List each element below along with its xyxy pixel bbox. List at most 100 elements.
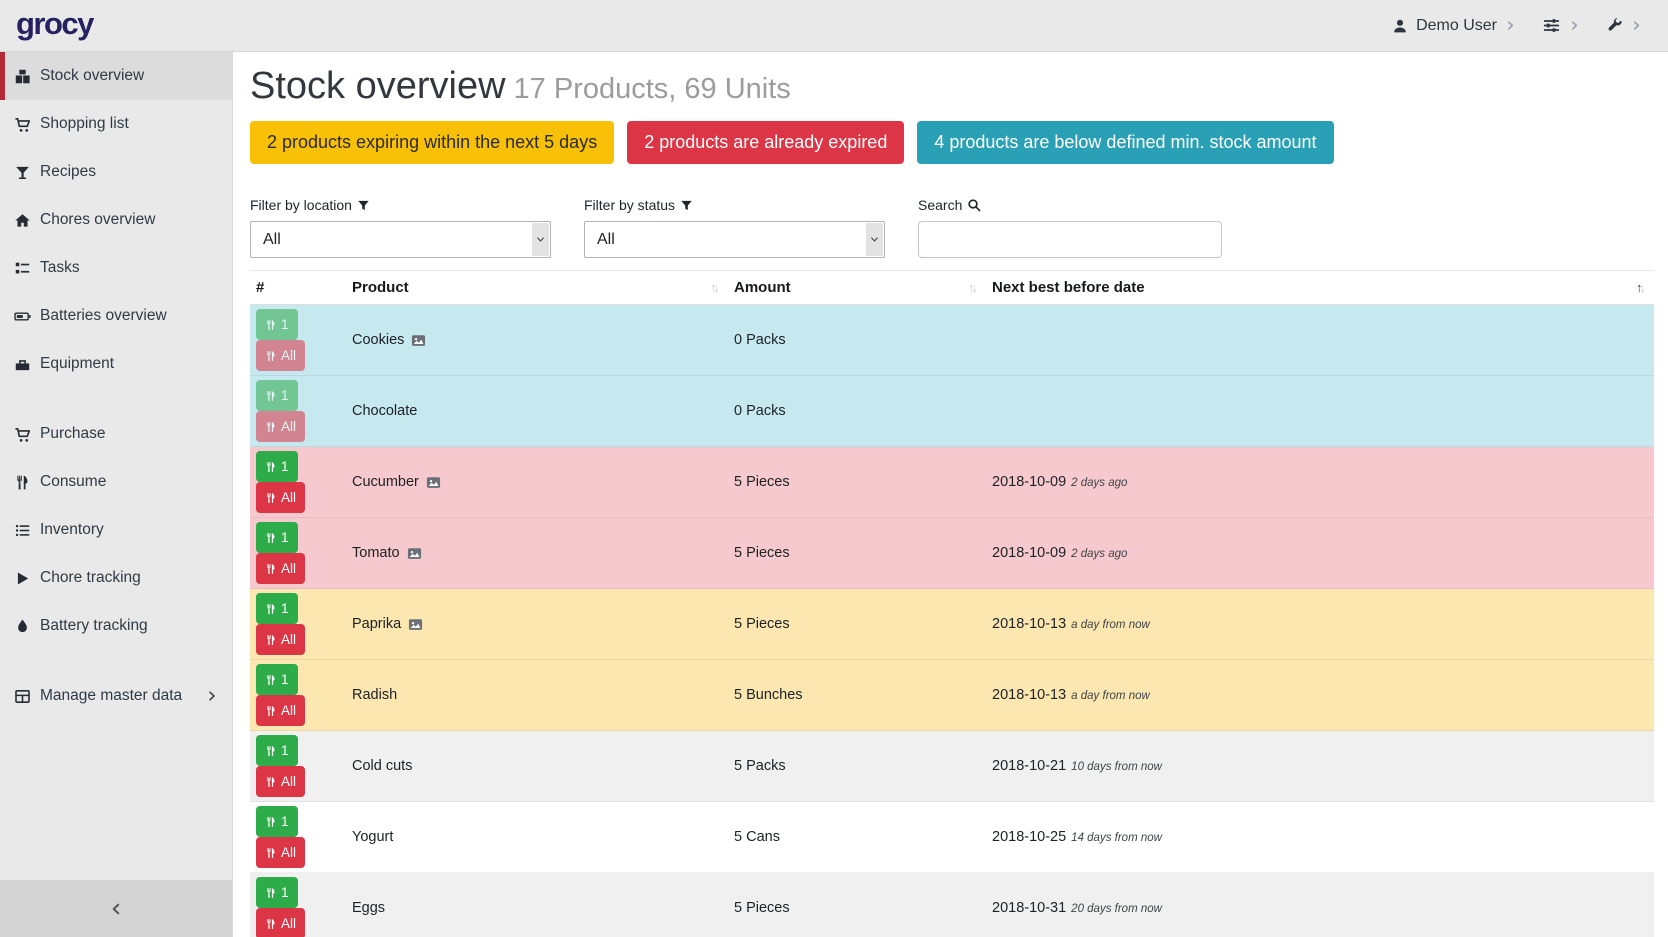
consume-button-label: All xyxy=(281,845,296,860)
sort-icon[interactable]: ↑↓ xyxy=(710,280,720,295)
home-icon xyxy=(14,212,31,229)
consume-all-button[interactable]: All xyxy=(256,340,305,371)
best-before-cell: 2018-10-2110 days from now xyxy=(986,731,1654,802)
table-row-cucumber: 1AllCucumber5 Pieces2018-10-092 days ago xyxy=(250,447,1654,518)
product-name[interactable]: Cold cuts xyxy=(352,758,412,774)
consume-one-button[interactable]: 1 xyxy=(256,380,298,411)
sidebar-item-consume[interactable]: Consume xyxy=(0,458,232,506)
sidebar-item-equipment[interactable]: Equipment xyxy=(0,340,232,388)
product-cell: Yogurt xyxy=(346,802,728,873)
consume-one-button[interactable]: 1 xyxy=(256,593,298,624)
column-header-next-best-before-date[interactable]: Next best before date↑↓ xyxy=(986,271,1654,305)
sidebar-item-label: Equipment xyxy=(40,355,218,373)
sidebar-nav: Stock overviewShopping listRecipesChores… xyxy=(0,52,232,720)
sidebar-item-chores-overview[interactable]: Chores overview xyxy=(0,196,232,244)
sidebar-item-recipes[interactable]: Recipes xyxy=(0,148,232,196)
status-filter-select[interactable]: All xyxy=(584,221,885,258)
sidebar-item-label: Tasks xyxy=(40,259,218,277)
status-filter-group: Filter by status All xyxy=(584,197,885,258)
sidebar-item-stock-overview[interactable]: Stock overview xyxy=(0,52,232,100)
sidebar-item-chore-tracking[interactable]: Chore tracking xyxy=(0,554,232,602)
consume-one-button[interactable]: 1 xyxy=(256,451,298,482)
location-filter-group: Filter by location All xyxy=(250,197,551,258)
product-image-icon[interactable] xyxy=(411,333,426,348)
user-menu[interactable]: Demo User xyxy=(1392,17,1516,35)
consume-one-button[interactable]: 1 xyxy=(256,735,298,766)
consume-one-button[interactable]: 1 xyxy=(256,664,298,695)
main-content: Stock overview17 Products, 69 Units 2 pr… xyxy=(233,52,1668,937)
consume-button-label: All xyxy=(281,703,296,718)
location-filter-value: All xyxy=(263,231,281,249)
amount-cell: 5 Packs xyxy=(728,731,986,802)
product-name[interactable]: Cucumber xyxy=(352,474,419,490)
consume-one-button[interactable]: 1 xyxy=(256,877,298,908)
consume-all-button[interactable]: All xyxy=(256,695,305,726)
utensils-icon xyxy=(265,461,277,473)
utensils-icon xyxy=(265,532,277,544)
sidebar-item-purchase[interactable]: Purchase xyxy=(0,410,232,458)
best-before-date: 2018-10-09 xyxy=(992,474,1066,490)
product-name-wrap: Yogurt xyxy=(352,829,720,845)
belowmin-alert-button[interactable]: 4 products are below defined min. stock … xyxy=(917,121,1333,164)
expired-alert-button[interactable]: 2 products are already expired xyxy=(627,121,904,164)
product-name[interactable]: Eggs xyxy=(352,900,385,916)
best-before-cell: 2018-10-13a day from now xyxy=(986,589,1654,660)
product-name[interactable]: Cookies xyxy=(352,332,404,348)
best-before-date: 2018-10-09 xyxy=(992,545,1066,561)
product-cell: Tomato xyxy=(346,518,728,589)
location-filter-select[interactable]: All xyxy=(250,221,551,258)
utensils-icon xyxy=(265,887,277,899)
sidebar-item-batteries-overview[interactable]: Batteries overview xyxy=(0,292,232,340)
product-name[interactable]: Tomato xyxy=(352,545,400,561)
column-header-label: Product xyxy=(352,279,409,296)
table-header-row: #Product↑↓Amount↑↓Next best before date↑… xyxy=(250,271,1654,305)
stock-table: #Product↑↓Amount↑↓Next best before date↑… xyxy=(250,270,1654,937)
sidebar-item-manage-master-data[interactable]: Manage master data xyxy=(0,672,232,720)
consume-one-button[interactable]: 1 xyxy=(256,522,298,553)
consume-all-button[interactable]: All xyxy=(256,624,305,655)
sort-icon[interactable]: ↑↓ xyxy=(968,280,978,295)
column-header-product[interactable]: Product ↑↓ xyxy=(346,271,728,305)
consume-one-button[interactable]: 1 xyxy=(256,806,298,837)
product-name[interactable]: Chocolate xyxy=(352,403,417,419)
consume-all-button[interactable]: All xyxy=(256,908,305,937)
tasks-icon xyxy=(14,260,31,277)
chevron-right-icon xyxy=(1505,20,1516,31)
product-name[interactable]: Radish xyxy=(352,687,397,703)
product-image-icon[interactable] xyxy=(408,617,423,632)
product-name-wrap: Cold cuts xyxy=(352,758,720,774)
settings-menu[interactable] xyxy=(1542,16,1580,35)
search-input[interactable] xyxy=(918,221,1222,258)
sidebar-collapse-button[interactable] xyxy=(0,880,232,937)
consume-all-button[interactable]: All xyxy=(256,482,305,513)
consume-one-button[interactable]: 1 xyxy=(256,309,298,340)
product-image-icon[interactable] xyxy=(426,475,441,490)
column-header-inner: Next best before date↑↓ xyxy=(992,279,1646,296)
product-name[interactable]: Paprika xyxy=(352,616,401,632)
sidebar-item-shopping-list[interactable]: Shopping list xyxy=(0,100,232,148)
sort-icon[interactable]: ↑↓ xyxy=(1636,280,1646,295)
column-header-inner: Amount↑↓ xyxy=(734,279,978,296)
consume-all-button[interactable]: All xyxy=(256,766,305,797)
sidebar-item-inventory[interactable]: Inventory xyxy=(0,506,232,554)
column-header-amount[interactable]: Amount↑↓ xyxy=(728,271,986,305)
product-cell: Eggs xyxy=(346,873,728,937)
sidebar-item-tasks[interactable]: Tasks xyxy=(0,244,232,292)
sidebar-item-battery-tracking[interactable]: Battery tracking xyxy=(0,602,232,650)
consume-all-button[interactable]: All xyxy=(256,837,305,868)
best-before-cell: 2018-10-2514 days from now xyxy=(986,802,1654,873)
amount-cell: 5 Pieces xyxy=(728,589,986,660)
table-row-cookies: 1AllCookies0 Packs xyxy=(250,305,1654,376)
consume-all-button[interactable]: All xyxy=(256,553,305,584)
product-name[interactable]: Yogurt xyxy=(352,829,393,845)
search-icon xyxy=(967,198,981,212)
table-row-tomato: 1AllTomato5 Pieces2018-10-092 days ago xyxy=(250,518,1654,589)
consume-all-button[interactable]: All xyxy=(256,411,305,442)
wrench-icon xyxy=(1606,17,1623,34)
product-image-icon[interactable] xyxy=(407,546,422,561)
table-row-chocolate: 1AllChocolate0 Packs xyxy=(250,376,1654,447)
expiring-alert-button[interactable]: 2 products expiring within the next 5 da… xyxy=(250,121,614,164)
product-cell: Paprika xyxy=(346,589,728,660)
chevron-right-icon xyxy=(1569,20,1580,31)
admin-menu[interactable] xyxy=(1606,17,1642,34)
